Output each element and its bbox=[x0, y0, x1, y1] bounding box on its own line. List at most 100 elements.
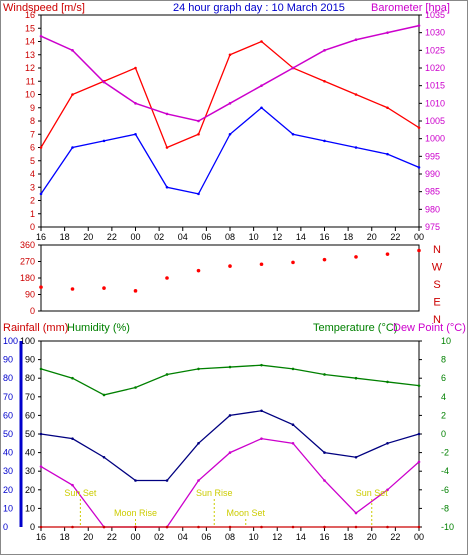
y-left-tick-label: 10 bbox=[25, 90, 35, 100]
annotation-label: Moon Rise bbox=[114, 508, 157, 518]
plot-frame bbox=[40, 14, 420, 228]
data-point-temperature bbox=[165, 479, 169, 482]
data-point-barometer bbox=[228, 102, 232, 105]
data-point-windspeed bbox=[197, 192, 200, 196]
data-point-dew-point bbox=[291, 442, 295, 445]
data-point-rainfall bbox=[323, 525, 326, 529]
y-right-tick-label: 975 bbox=[425, 222, 440, 232]
x-tick-label: 00 bbox=[414, 532, 424, 542]
y-right-tick-label: 985 bbox=[425, 187, 440, 197]
data-point-temperature bbox=[291, 423, 295, 427]
rain-tick-label: 100 bbox=[3, 336, 18, 346]
x-tick-label: 20 bbox=[83, 232, 93, 242]
data-point-barometer bbox=[417, 24, 421, 27]
x-tick-label: 20 bbox=[367, 532, 377, 542]
humidity-tick-label: 30 bbox=[25, 466, 35, 476]
x-tick-label: 16 bbox=[319, 532, 329, 542]
temp-tick-label: -2 bbox=[441, 448, 449, 458]
data-point-temperature bbox=[417, 432, 421, 436]
data-point-gust bbox=[39, 146, 43, 149]
x-tick-label: 16 bbox=[36, 232, 46, 242]
temperature-humidity-plot: 0102030405060708090100010203040506070809… bbox=[3, 336, 454, 542]
data-point-humidity bbox=[354, 376, 358, 380]
y-left-tick-label: 14 bbox=[25, 37, 35, 47]
direction-label: E bbox=[433, 297, 440, 309]
data-point-dew-point bbox=[354, 511, 358, 515]
y-left-tick-label: 1 bbox=[30, 209, 35, 219]
x-tick-label: 12 bbox=[272, 532, 282, 542]
y-right-tick-label: 995 bbox=[425, 151, 440, 161]
plot-frame bbox=[40, 340, 420, 528]
temp-tick-label: -10 bbox=[441, 522, 454, 532]
direction-point bbox=[39, 285, 43, 289]
y-right-tick-label: 1035 bbox=[425, 10, 445, 20]
data-point-dew-point bbox=[260, 437, 263, 440]
data-point-humidity bbox=[323, 373, 326, 376]
data-point-rainfall bbox=[228, 525, 232, 529]
data-point-windspeed bbox=[386, 152, 389, 156]
data-point-gust bbox=[197, 132, 200, 136]
data-point-barometer bbox=[71, 49, 74, 52]
y-left-tick-label: 0 bbox=[30, 306, 35, 316]
direction-point bbox=[102, 286, 106, 290]
y-left-tick-label: 11 bbox=[26, 76, 35, 86]
y-right-tick-label: 980 bbox=[425, 204, 440, 214]
data-point-temperature bbox=[71, 437, 74, 440]
humidity-tick-label: 0 bbox=[30, 522, 35, 532]
y-left-tick-label: 15 bbox=[25, 23, 35, 33]
temp-tick-label: 4 bbox=[441, 392, 446, 402]
data-point-gust bbox=[165, 146, 169, 149]
data-point-temperature bbox=[134, 479, 137, 482]
data-point-humidity bbox=[39, 367, 43, 371]
data-point-humidity bbox=[102, 393, 106, 397]
direction-point bbox=[354, 255, 358, 259]
data-point-humidity bbox=[165, 373, 169, 376]
temp-tick-label: -6 bbox=[441, 485, 449, 495]
rain-tick-label: 10 bbox=[3, 503, 13, 513]
data-point-gust bbox=[386, 106, 389, 110]
data-point-barometer bbox=[197, 119, 200, 123]
y-left-tick-label: 13 bbox=[25, 50, 35, 60]
humidity-tick-label: 40 bbox=[25, 448, 35, 458]
rain-tick-label: 50 bbox=[3, 429, 13, 439]
temp-tick-label: 8 bbox=[441, 355, 446, 365]
data-point-dew-point bbox=[417, 460, 421, 464]
annotation-label: Moon Set bbox=[226, 508, 265, 518]
rain-tick-label: 30 bbox=[3, 466, 13, 476]
x-tick-label: 10 bbox=[249, 232, 259, 242]
y-left-tick-label: 0 bbox=[30, 222, 35, 232]
direction-point bbox=[259, 262, 264, 267]
y-left-tick-label: 5 bbox=[30, 156, 35, 166]
y-left-tick-label: 7 bbox=[30, 129, 35, 139]
data-point-rainfall bbox=[197, 525, 200, 529]
data-point-gust bbox=[260, 40, 263, 43]
direction-point bbox=[70, 287, 75, 291]
data-point-dew-point bbox=[323, 479, 326, 482]
x-tick-label: 00 bbox=[414, 232, 424, 242]
rain-tick-label: 80 bbox=[3, 373, 13, 383]
data-point-humidity bbox=[260, 363, 263, 367]
y-right-tick-label: 1015 bbox=[425, 81, 445, 91]
x-tick-label: 16 bbox=[36, 532, 46, 542]
direction-point bbox=[133, 289, 138, 293]
x-tick-label: 00 bbox=[130, 232, 140, 242]
x-tick-label: 06 bbox=[201, 532, 211, 542]
data-point-dew-point bbox=[228, 451, 232, 454]
barometer-axis-label: Barometer [hpa] bbox=[371, 2, 450, 14]
data-point-windspeed bbox=[228, 132, 232, 136]
data-point-humidity bbox=[197, 367, 200, 371]
data-point-temperature bbox=[354, 455, 358, 459]
data-point-temperature bbox=[260, 409, 263, 413]
y-left-tick-label: 6 bbox=[30, 143, 35, 153]
humidity-tick-label: 50 bbox=[25, 429, 35, 439]
data-point-barometer bbox=[323, 49, 326, 52]
x-tick-label: 16 bbox=[319, 232, 329, 242]
data-point-dew-point bbox=[197, 479, 200, 482]
data-point-windspeed bbox=[260, 106, 263, 110]
y-left-tick-label: 360 bbox=[20, 240, 35, 250]
data-point-temperature bbox=[197, 442, 200, 445]
data-point-dew-point bbox=[386, 488, 389, 492]
data-point-humidity bbox=[228, 365, 232, 369]
temp-tick-label: 6 bbox=[441, 373, 446, 383]
data-point-windspeed bbox=[417, 166, 421, 169]
